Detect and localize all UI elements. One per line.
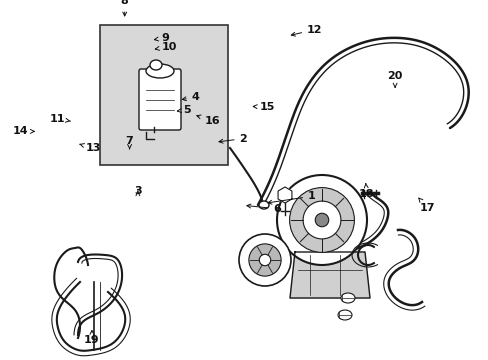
Text: 13: 13	[80, 143, 101, 153]
FancyBboxPatch shape	[139, 69, 181, 130]
Text: 16: 16	[197, 115, 220, 126]
Circle shape	[239, 234, 290, 286]
Text: 17: 17	[418, 198, 435, 213]
Circle shape	[259, 254, 270, 266]
Text: 10: 10	[155, 42, 176, 52]
Text: 4: 4	[182, 92, 199, 102]
Text: 20: 20	[386, 71, 402, 87]
Text: 18: 18	[358, 183, 374, 199]
Circle shape	[248, 244, 281, 276]
Text: 5: 5	[177, 105, 191, 115]
Polygon shape	[289, 252, 369, 298]
Text: 14: 14	[12, 126, 34, 136]
Circle shape	[276, 175, 366, 265]
Text: 1: 1	[267, 191, 315, 204]
Text: 11: 11	[49, 114, 70, 124]
Ellipse shape	[337, 310, 351, 320]
Text: 8: 8	[121, 0, 128, 16]
Circle shape	[303, 201, 340, 239]
Text: 6: 6	[246, 204, 280, 214]
Ellipse shape	[150, 60, 162, 70]
Text: 15: 15	[253, 102, 275, 112]
Text: 12: 12	[291, 24, 322, 36]
Bar	[100, 25, 227, 165]
Ellipse shape	[340, 293, 354, 303]
Text: 19: 19	[84, 330, 100, 345]
Text: 7: 7	[125, 136, 133, 149]
Ellipse shape	[146, 64, 174, 78]
Circle shape	[289, 188, 354, 252]
Polygon shape	[278, 187, 291, 203]
Text: 2: 2	[219, 134, 247, 144]
Text: 9: 9	[154, 33, 169, 43]
Text: 3: 3	[134, 186, 142, 196]
Ellipse shape	[259, 201, 268, 209]
Circle shape	[315, 213, 328, 227]
